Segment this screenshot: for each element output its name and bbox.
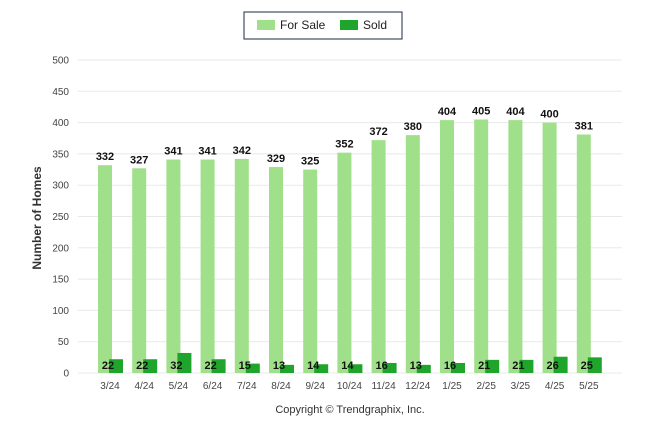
x-tick-label: 3/24 bbox=[100, 381, 120, 392]
bar-for-sale bbox=[234, 158, 249, 373]
bar-sold bbox=[416, 364, 431, 373]
bar-sold bbox=[245, 363, 260, 373]
bar-for-sale bbox=[371, 140, 386, 373]
y-tick-label: 350 bbox=[52, 149, 69, 160]
x-tick-label: 4/24 bbox=[134, 381, 154, 392]
data-label-sold: 16 bbox=[375, 360, 387, 372]
bar-for-sale bbox=[200, 159, 215, 373]
bar-sold bbox=[177, 352, 192, 373]
y-tick-label: 0 bbox=[63, 369, 69, 380]
x-tick-label: 8/24 bbox=[271, 381, 291, 392]
bar-for-sale bbox=[474, 119, 489, 373]
data-labels: 332 22 327 22 341 32 341 22 342 15 329 13 325 14 352 14… bbox=[96, 105, 593, 372]
data-label-sold: 21 bbox=[512, 360, 524, 372]
data-label-for-sale: 404 bbox=[438, 106, 457, 118]
bar-for-sale bbox=[508, 120, 523, 373]
x-tick-label: 5/24 bbox=[169, 381, 189, 392]
y-tick-label: 250 bbox=[52, 212, 69, 223]
bar-for-sale bbox=[166, 159, 181, 373]
data-label-for-sale: 405 bbox=[472, 105, 490, 117]
data-label-sold: 22 bbox=[102, 360, 114, 372]
bar-sold bbox=[451, 362, 465, 373]
x-tick-label: 11/24 bbox=[371, 381, 396, 392]
data-label-sold: 13 bbox=[410, 360, 422, 372]
bar-for-sale bbox=[542, 122, 557, 373]
y-tick-label: 100 bbox=[52, 306, 69, 317]
y-axis-ticks: 0 50 100 150 200 250 300 350 400 450 500 bbox=[52, 56, 69, 380]
bar-for-sale bbox=[337, 152, 352, 373]
data-label-sold: 32 bbox=[170, 360, 182, 372]
bar-sold bbox=[109, 359, 123, 373]
bar-sold bbox=[143, 359, 158, 373]
y-tick-label: 300 bbox=[52, 181, 69, 192]
data-label-for-sale: 342 bbox=[233, 145, 251, 157]
x-tick-label: 2/25 bbox=[476, 381, 496, 392]
legend-label-for-sale: For Sale bbox=[280, 18, 326, 32]
bar-for-sale bbox=[132, 168, 147, 373]
bar-sold bbox=[280, 364, 294, 373]
bar-sold bbox=[485, 359, 500, 373]
x-tick-label: 12/24 bbox=[405, 381, 430, 392]
data-label-sold: 26 bbox=[546, 360, 558, 372]
x-tick-label: 4/25 bbox=[545, 381, 565, 392]
data-label-sold: 16 bbox=[444, 360, 456, 372]
x-tick-label: 7/24 bbox=[237, 381, 257, 392]
bar-sold bbox=[553, 356, 568, 373]
legend: For Sale Sold bbox=[243, 11, 403, 40]
data-label-sold: 22 bbox=[204, 360, 216, 372]
y-tick-label: 200 bbox=[52, 243, 69, 254]
data-label-sold: 21 bbox=[478, 360, 490, 372]
bar-sold bbox=[382, 362, 397, 373]
y-axis-label: Number of Homes bbox=[30, 166, 44, 270]
bar-for-sale bbox=[269, 167, 283, 373]
x-tick-label: 6/24 bbox=[203, 381, 223, 392]
y-tick-label: 450 bbox=[52, 87, 69, 98]
data-label-for-sale: 352 bbox=[335, 139, 353, 151]
data-label-sold: 15 bbox=[239, 360, 251, 372]
data-label-for-sale: 325 bbox=[301, 156, 319, 168]
data-label-sold: 14 bbox=[341, 360, 354, 372]
data-label-for-sale: 341 bbox=[164, 146, 182, 158]
data-label-for-sale: 380 bbox=[404, 121, 422, 133]
x-tick-label: 5/25 bbox=[579, 381, 599, 392]
data-label-for-sale: 329 bbox=[267, 153, 285, 165]
bar-sold bbox=[211, 359, 226, 373]
data-label-for-sale: 372 bbox=[369, 126, 387, 138]
bar-sold bbox=[519, 359, 534, 373]
x-tick-label: 9/24 bbox=[305, 381, 325, 392]
data-label-for-sale: 332 bbox=[96, 151, 114, 163]
data-label-for-sale: 327 bbox=[130, 154, 148, 166]
x-tick-label: 3/25 bbox=[511, 381, 531, 392]
copyright-footer: Copyright © Trendgraphix, Inc. bbox=[275, 404, 424, 416]
data-label-sold: 13 bbox=[273, 360, 285, 372]
bar-sold bbox=[587, 357, 602, 373]
bars bbox=[98, 119, 602, 373]
bar-for-sale bbox=[576, 134, 591, 373]
bar-for-sale bbox=[405, 135, 420, 373]
x-tick-label: 10/24 bbox=[337, 381, 362, 392]
data-label-sold: 14 bbox=[307, 360, 320, 372]
data-label-for-sale: 381 bbox=[575, 120, 593, 132]
y-tick-label: 500 bbox=[52, 56, 69, 67]
legend-swatch-sold bbox=[340, 20, 358, 30]
data-label-for-sale: 341 bbox=[198, 146, 216, 158]
y-tick-label: 50 bbox=[58, 337, 70, 348]
bar-for-sale bbox=[440, 120, 454, 373]
legend-label-sold: Sold bbox=[363, 18, 387, 32]
bar-sold bbox=[348, 364, 363, 373]
data-label-for-sale: 404 bbox=[506, 106, 525, 118]
data-label-sold: 25 bbox=[581, 360, 593, 372]
x-axis-ticks: 3/24 4/24 5/24 6/24 7/24 8/24 9/24 10/24 11/24 12… bbox=[100, 381, 599, 392]
bar-for-sale bbox=[303, 169, 318, 373]
data-label-sold: 22 bbox=[136, 360, 148, 372]
bar-sold bbox=[314, 364, 329, 373]
data-label-for-sale: 400 bbox=[540, 109, 558, 121]
legend-swatch-for-sale bbox=[257, 20, 275, 30]
y-tick-label: 400 bbox=[52, 118, 69, 129]
x-tick-label: 1/25 bbox=[442, 381, 462, 392]
y-tick-label: 150 bbox=[52, 275, 69, 286]
bar-for-sale bbox=[98, 165, 112, 373]
